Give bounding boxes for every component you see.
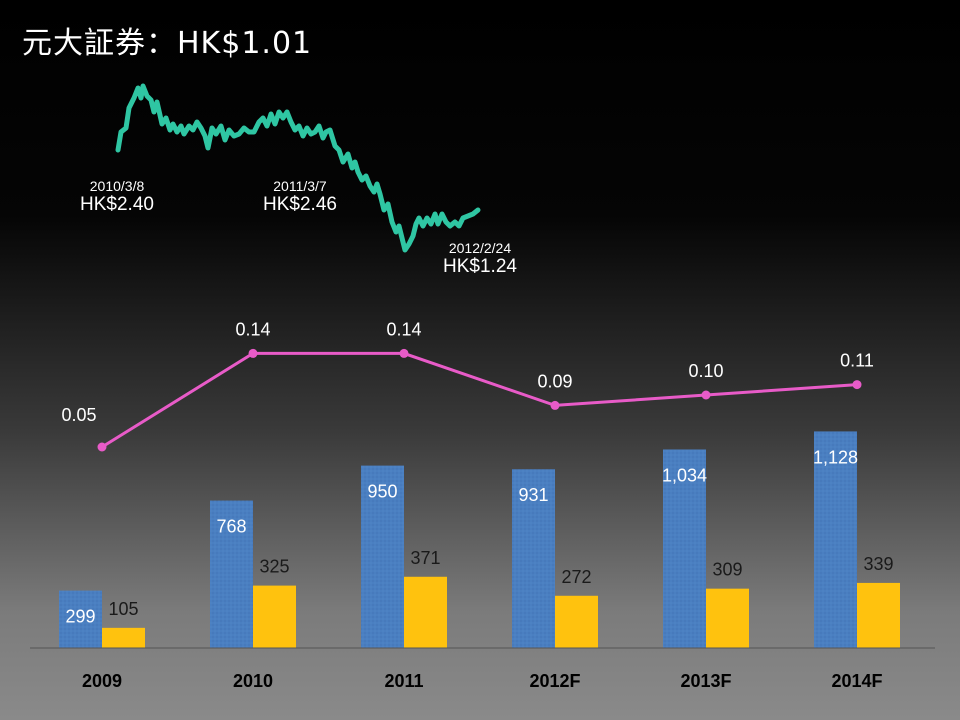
category-label-2014F: 2014F <box>831 671 882 691</box>
eps-label: 0.14 <box>235 319 270 339</box>
eps-point-2013F <box>701 390 711 400</box>
bar-yellow-2013F <box>706 588 749 648</box>
eps-label: 0.09 <box>537 371 572 391</box>
bar-yellow-2012F <box>555 595 598 648</box>
eps-points: 0.05 0.14 0.14 0.09 0.10 0.11 <box>61 319 874 452</box>
page-title: 元大証券：HK$1.01 <box>22 26 313 61</box>
bar-yellow-2014F <box>857 582 900 648</box>
bar-blue-label: 1,128 <box>813 447 858 467</box>
bar-blue-2014F <box>814 431 857 648</box>
bar-blue-label: 1,034 <box>662 465 707 485</box>
eps-line <box>101 351 858 449</box>
eps-label: 0.10 <box>688 361 723 381</box>
price-annotation-1: 2010/3/8 HK$2.40 <box>62 178 172 216</box>
annotation-date: 2012/2/24 <box>448 240 512 256</box>
category-label-2013F: 2013F <box>680 671 731 691</box>
bar-blue-label: 931 <box>518 485 548 505</box>
annotation-price: HK$1.24 <box>443 256 517 277</box>
bar-blue-2009 <box>59 590 102 648</box>
eps-point-2014F <box>852 380 862 390</box>
eps-label: 0.05 <box>61 405 96 425</box>
bar-yellow-label: 309 <box>712 560 742 580</box>
bar-blue-2010 <box>210 500 253 648</box>
bar-series: 299 105 768 325 950 371 931 272 1,034 309 1,128 339 <box>59 431 900 648</box>
bar-blue-label: 950 <box>367 482 397 502</box>
bar-blue-2012F <box>512 469 555 648</box>
bar-yellow-2010 <box>253 585 296 648</box>
category-label-2009: 2009 <box>82 671 122 691</box>
eps-label: 0.11 <box>840 351 874 371</box>
bar-yellow-label: 105 <box>108 599 138 619</box>
bar-yellow-2009 <box>102 627 145 648</box>
bar-blue-label: 299 <box>65 607 95 627</box>
annotation-date: 2011/3/7 <box>273 178 327 194</box>
category-label-2011: 2011 <box>384 671 423 691</box>
bar-blue-2013F <box>663 449 706 648</box>
bar-blue-label: 768 <box>216 517 246 537</box>
bar-yellow-label: 339 <box>863 554 893 574</box>
eps-point-2011 <box>399 348 409 358</box>
category-label-2010: 2010 <box>233 671 273 691</box>
price-annotation-3: 2012/2/24 HK$1.24 <box>420 240 540 278</box>
annotation-price: HK$2.40 <box>80 194 154 215</box>
eps-point-2009 <box>97 442 107 452</box>
bar-yellow-label: 325 <box>259 557 289 577</box>
bar-yellow-2011 <box>404 576 447 648</box>
bar-yellow-label: 272 <box>561 567 591 587</box>
category-labels: 2009 2010 2011 2012F 2013F 2014F <box>82 671 883 691</box>
stock-price-line <box>115 83 481 253</box>
eps-label: 0.14 <box>386 319 421 339</box>
eps-point-2010 <box>248 348 258 358</box>
category-label-2012F: 2012F <box>529 671 580 691</box>
annotation-date: 2010/3/8 <box>89 178 145 194</box>
bar-blue-2011 <box>361 465 404 648</box>
annotation-price: HK$2.46 <box>263 194 337 215</box>
eps-point-2012F <box>550 400 560 410</box>
price-annotation-2: 2011/3/7 HK$2.46 <box>240 178 360 216</box>
bar-yellow-label: 371 <box>410 548 440 568</box>
